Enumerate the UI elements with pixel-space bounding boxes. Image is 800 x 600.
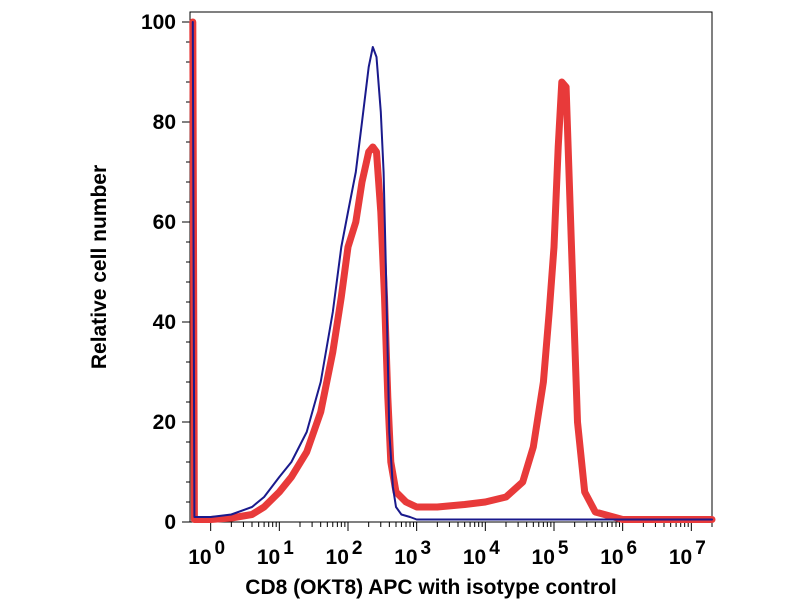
y-tick-label: 0 [164,511,176,534]
y-axis: 0 20 40 60 80 100 [141,11,190,534]
series-line-stained [189,18,716,523]
x-tick-label: 10 3 [394,538,431,569]
x-tick-label: 10 6 [600,538,637,569]
plot-frame [189,11,713,523]
x-tick-label: 10 1 [257,538,294,569]
series-line-isotype [191,21,713,521]
x-tick-label: 10 7 [669,538,706,569]
plot-border [189,11,713,523]
series-layer [189,18,716,523]
y-tick-label: 100 [141,11,176,34]
y-axis-title: Relative cell number [88,165,111,369]
x-tick-label: 10 2 [326,538,363,569]
y-tick-label: 40 [153,311,176,334]
y-tick-label: 60 [153,211,176,234]
x-axis: 10 0 10 1 10 2 10 3 10 4 10 5 10 6 10 7 [188,522,713,569]
x-tick-label: 10 4 [463,538,500,569]
x-axis-title: CD8 (OKT8) APC with isotype control [245,576,616,599]
y-tick-label: 20 [153,411,176,434]
x-tick-label: 10 0 [188,538,225,569]
y-tick-label: 80 [153,111,176,134]
x-tick-label: 10 5 [532,538,569,569]
